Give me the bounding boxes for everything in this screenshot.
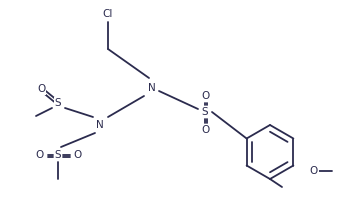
Text: O: O: [37, 84, 45, 94]
Text: S: S: [202, 107, 208, 117]
Text: O: O: [310, 166, 318, 176]
Text: O: O: [36, 150, 44, 160]
Text: O: O: [201, 125, 209, 135]
Text: O: O: [201, 91, 209, 101]
Text: O: O: [73, 150, 81, 160]
Text: N: N: [96, 120, 104, 130]
Text: S: S: [55, 98, 61, 108]
Text: S: S: [55, 150, 61, 160]
Text: N: N: [148, 83, 156, 93]
Text: Cl: Cl: [103, 9, 113, 19]
